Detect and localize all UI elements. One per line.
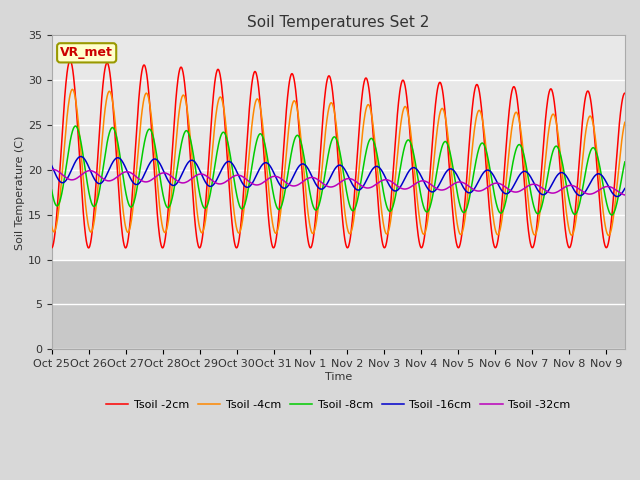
Tsoil -32cm <box>266 175 273 181</box>
Tsoil -2cm <box>545 89 553 95</box>
Tsoil -32cm <box>162 170 170 176</box>
Tsoil -4cm <box>151 152 159 157</box>
Tsoil -4cm <box>621 120 628 125</box>
Tsoil -4cm <box>266 194 273 200</box>
Tsoil -4cm <box>162 229 170 235</box>
Tsoil -32cm <box>214 180 221 186</box>
Tsoil -2cm <box>162 232 170 238</box>
Tsoil -2cm <box>621 90 628 96</box>
Tsoil -16cm <box>621 186 628 192</box>
Tsoil -32cm <box>482 186 490 192</box>
Tsoil -16cm <box>545 186 553 192</box>
Tsoil -16cm <box>151 156 159 162</box>
Tsoil -8cm <box>214 147 221 153</box>
Tsoil -2cm <box>48 245 56 251</box>
Tsoil -4cm <box>68 86 76 92</box>
Tsoil -2cm <box>151 179 159 184</box>
Tsoil -4cm <box>545 124 553 130</box>
Line: Tsoil -16cm: Tsoil -16cm <box>52 156 625 196</box>
Line: Tsoil -2cm: Tsoil -2cm <box>52 60 625 248</box>
Tsoil -16cm <box>77 154 84 159</box>
Tsoil -2cm <box>266 225 273 230</box>
Line: Tsoil -32cm: Tsoil -32cm <box>52 169 625 195</box>
Tsoil -8cm <box>621 159 628 165</box>
Tsoil -2cm <box>67 58 74 63</box>
Tsoil -4cm <box>214 102 221 108</box>
Line: Tsoil -4cm: Tsoil -4cm <box>52 89 625 236</box>
Tsoil -16cm <box>613 193 621 199</box>
Tsoil -8cm <box>482 146 490 152</box>
Tsoil -16cm <box>162 173 170 179</box>
Tsoil -8cm <box>162 202 170 208</box>
Tsoil -8cm <box>72 123 79 129</box>
Tsoil -8cm <box>608 212 616 218</box>
Tsoil -16cm <box>482 168 490 174</box>
Tsoil -8cm <box>266 168 273 173</box>
Tsoil -32cm <box>49 167 56 172</box>
Tsoil -4cm <box>482 142 490 147</box>
Bar <box>52 260 625 349</box>
Tsoil -32cm <box>48 167 56 172</box>
Tsoil -8cm <box>48 187 56 193</box>
Bar <box>52 36 625 260</box>
X-axis label: Time: Time <box>324 372 352 382</box>
Tsoil -4cm <box>605 233 612 239</box>
Tsoil -2cm <box>214 67 221 73</box>
Tsoil -2cm <box>482 157 490 163</box>
Tsoil -8cm <box>151 142 159 148</box>
Tsoil -4cm <box>48 224 56 229</box>
Text: VR_met: VR_met <box>60 47 113 60</box>
Tsoil -16cm <box>48 163 56 168</box>
Tsoil -16cm <box>266 162 273 168</box>
Tsoil -16cm <box>214 176 221 181</box>
Tsoil -8cm <box>545 164 553 170</box>
Y-axis label: Soil Temperature (C): Soil Temperature (C) <box>15 135 25 250</box>
Line: Tsoil -8cm: Tsoil -8cm <box>52 126 625 215</box>
Tsoil -32cm <box>545 190 553 195</box>
Legend: Tsoil -2cm, Tsoil -4cm, Tsoil -8cm, Tsoil -16cm, Tsoil -32cm: Tsoil -2cm, Tsoil -4cm, Tsoil -8cm, Tsoi… <box>102 396 575 415</box>
Tsoil -32cm <box>151 174 159 180</box>
Title: Soil Temperatures Set 2: Soil Temperatures Set 2 <box>247 15 429 30</box>
Tsoil -32cm <box>621 192 628 198</box>
